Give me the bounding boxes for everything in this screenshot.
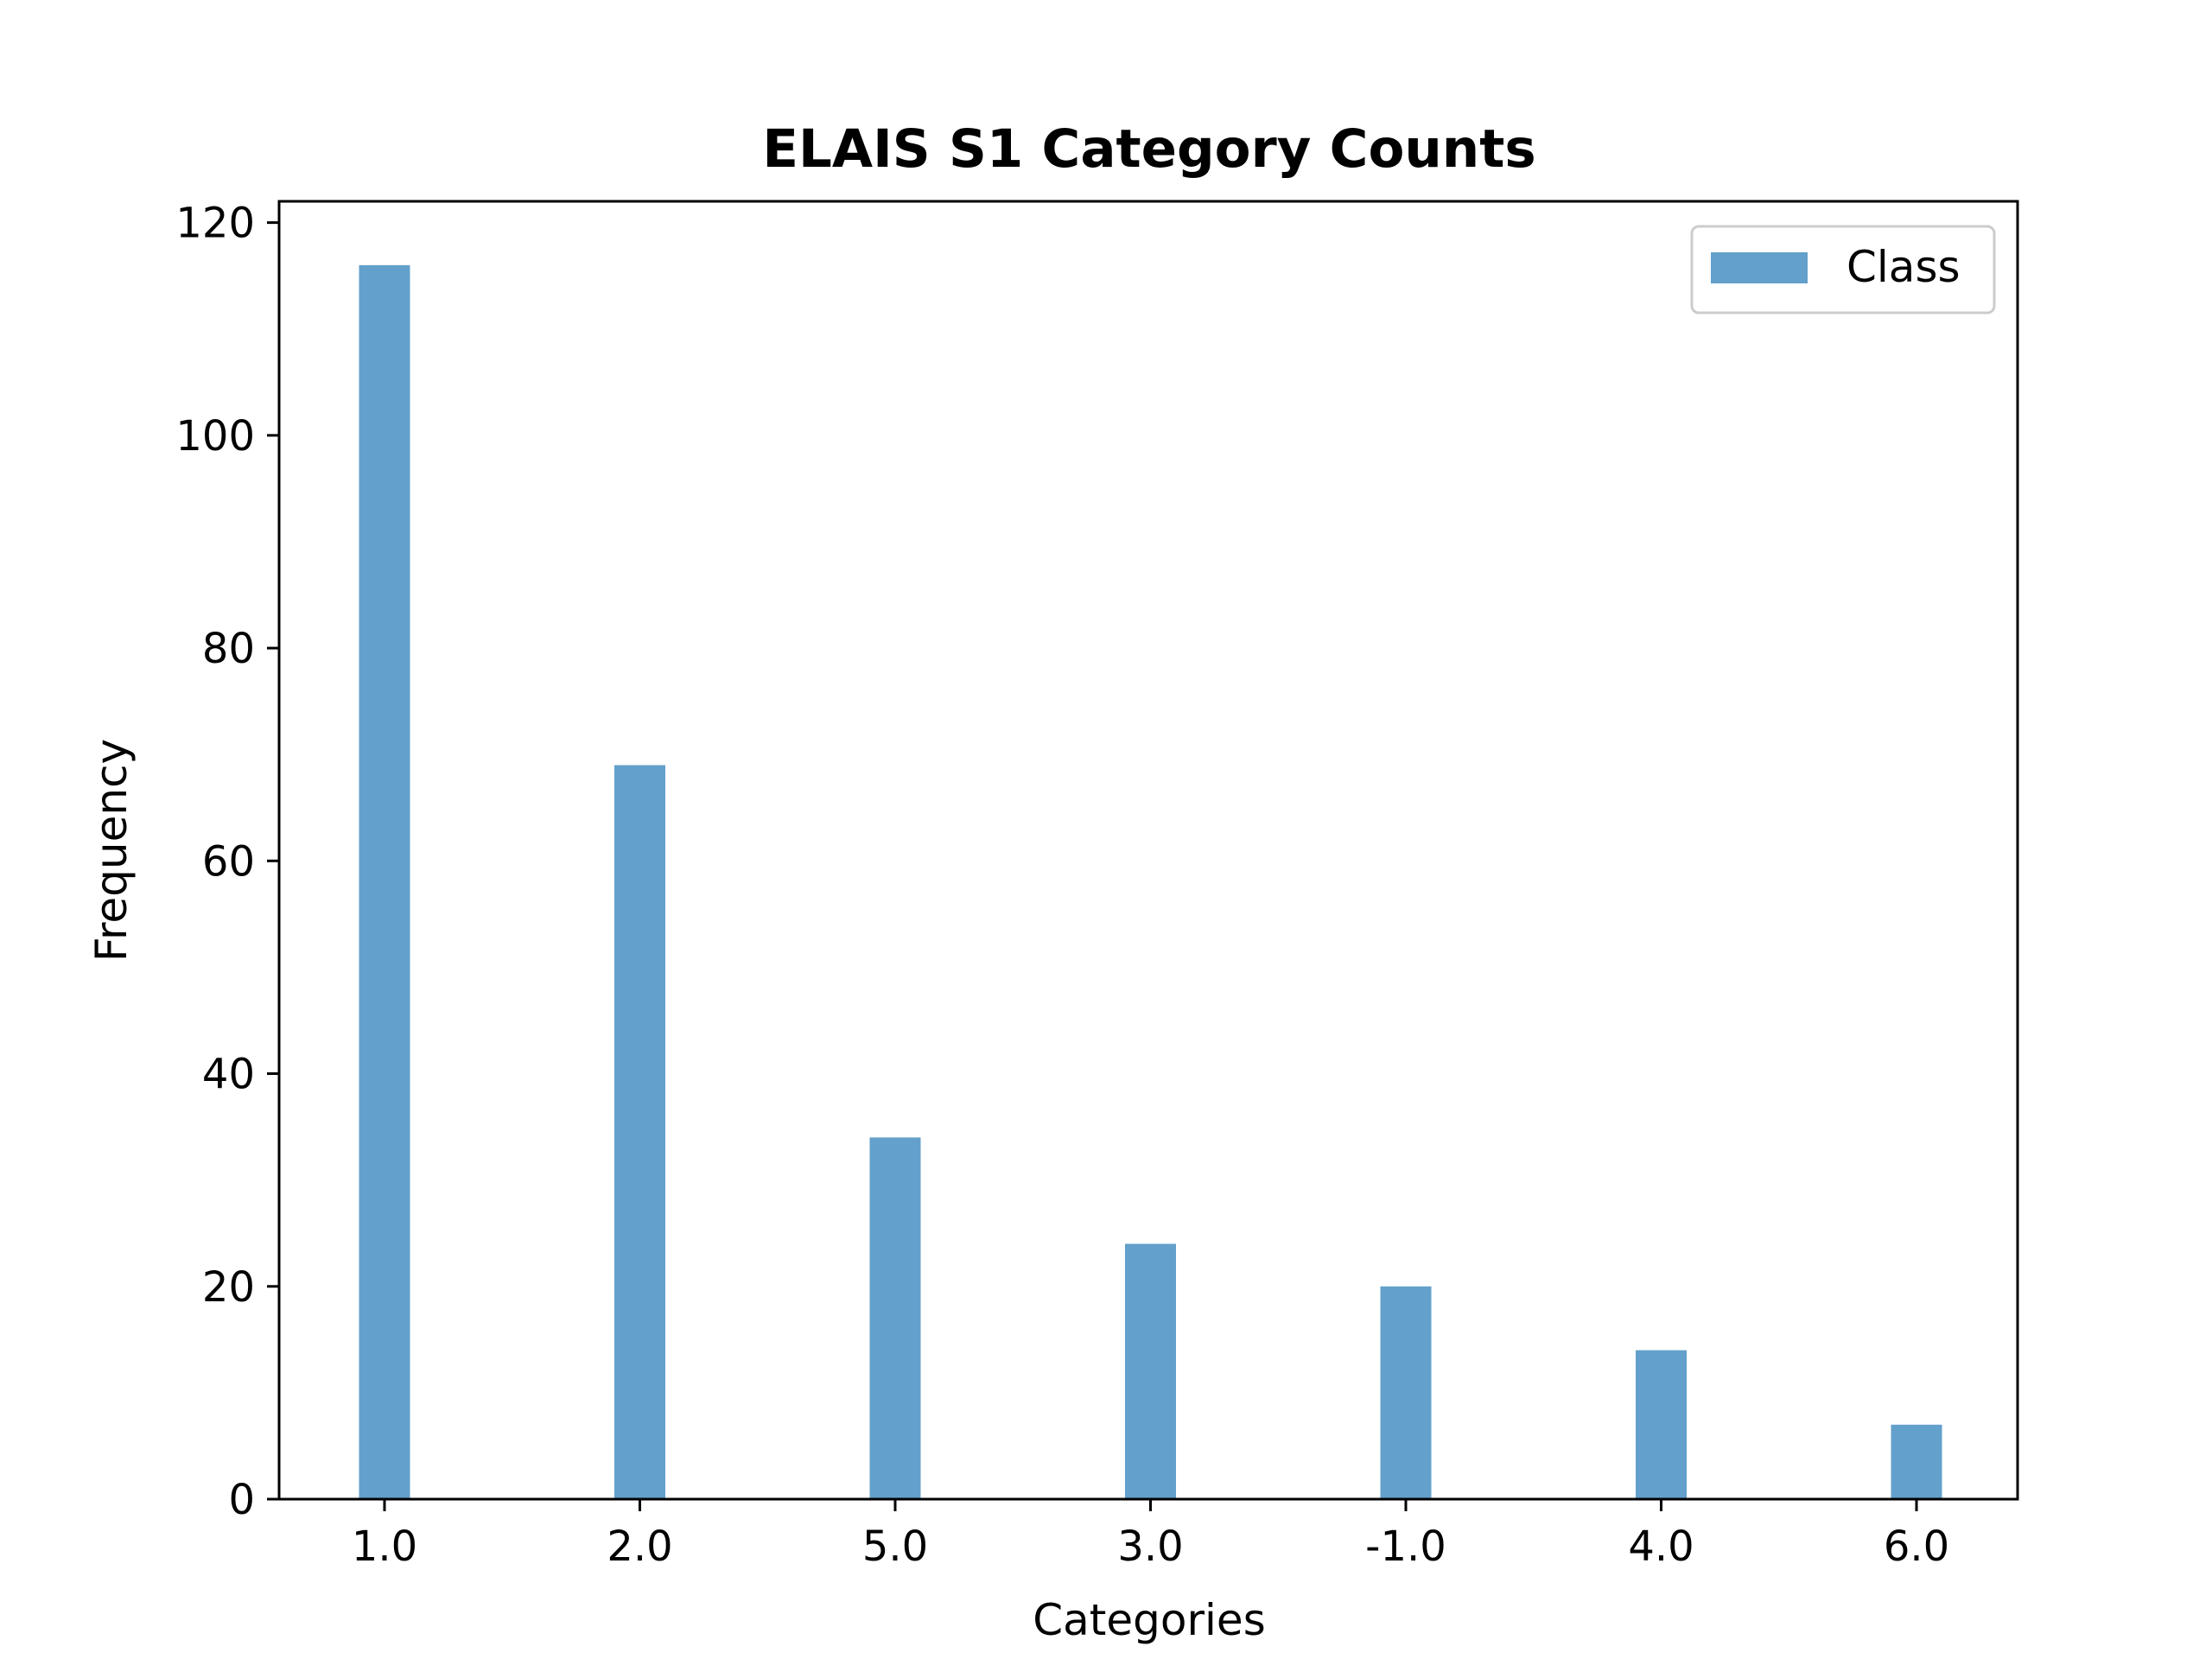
chart-title: ELAIS S1 Category Counts	[762, 118, 1535, 180]
x-tick-label-4.0: 4.0	[1628, 1522, 1694, 1571]
bar-2.0	[614, 765, 665, 1499]
x-tick-label-1.0: 1.0	[352, 1522, 417, 1571]
y-tick-label-120: 120	[175, 200, 255, 248]
x-axis: 1.0 2.0 5.0 3.0 -1.0 4.0 6.0	[352, 1499, 1949, 1571]
x-axis-label: Categories	[1033, 1595, 1266, 1645]
bar-4.0	[1636, 1350, 1687, 1499]
y-tick-label-40: 40	[202, 1051, 255, 1099]
bar-5.0	[869, 1137, 921, 1499]
y-tick-label-0: 0	[228, 1476, 255, 1524]
y-tick-label-20: 20	[202, 1263, 255, 1312]
x-tick-label-6.0: 6.0	[1884, 1522, 1949, 1571]
y-tick-label-100: 100	[175, 412, 255, 461]
legend-frame	[1690, 225, 1996, 315]
legend-swatch	[1711, 252, 1808, 283]
legend-label: Class	[1847, 242, 1961, 292]
axes-frame	[277, 200, 2019, 1501]
bar-1.0	[359, 264, 410, 1499]
bar--1.0	[1380, 1286, 1432, 1499]
y-tick-label-80: 80	[202, 625, 255, 673]
y-tick-label-60: 60	[202, 837, 255, 886]
legend: Class	[1690, 225, 1996, 315]
bars-group	[359, 264, 1942, 1499]
x-tick-label-3.0: 3.0	[1117, 1522, 1183, 1571]
bar-3.0	[1125, 1243, 1176, 1499]
y-axis-label: Frequency	[86, 739, 137, 962]
y-axis: 0 20 40 60 80 100 120	[175, 200, 279, 1524]
x-tick-label-2.0: 2.0	[607, 1522, 672, 1571]
x-tick-label-5.0: 5.0	[862, 1522, 928, 1571]
bar-6.0	[1891, 1424, 1942, 1499]
x-tick-label--1.0: -1.0	[1365, 1522, 1446, 1571]
